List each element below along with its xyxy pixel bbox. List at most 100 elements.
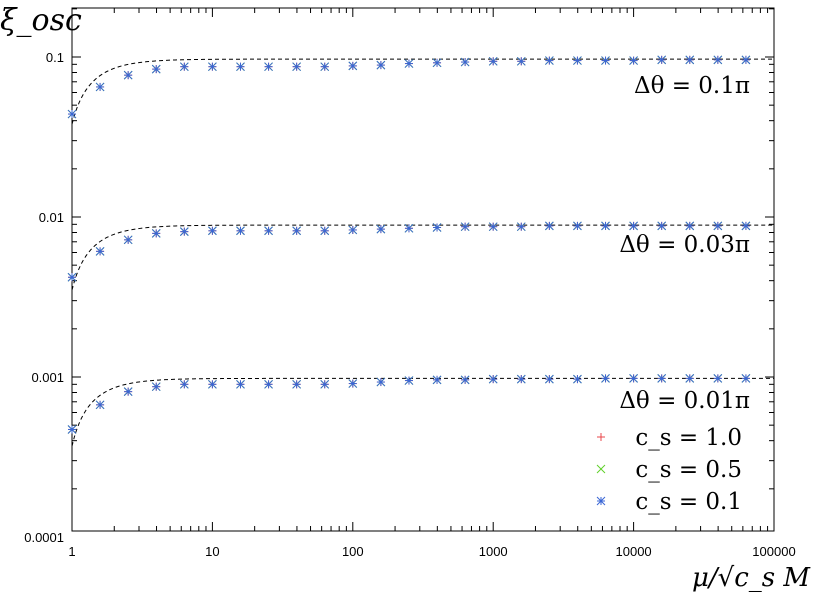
marker-stroke: [376, 377, 386, 387]
marker-stroke: [741, 55, 751, 65]
legend: c_s = 1.0 c_s = 0.5 c_s = 0.1: [596, 425, 742, 515]
y-tick-label: 0.01: [39, 210, 64, 225]
marker-stroke: [601, 56, 610, 65]
data-point: [432, 58, 442, 68]
data-point: [376, 224, 386, 234]
marker-stroke: [123, 387, 133, 396]
data-point: [460, 375, 470, 385]
legend-symbol: [597, 433, 605, 441]
marker-stroke: [713, 374, 723, 383]
data-point: [432, 223, 442, 232]
data-point: [264, 379, 273, 389]
marker-stroke: [596, 464, 606, 474]
marker-stroke: [488, 222, 498, 232]
marker-stroke: [432, 58, 442, 68]
marker-stroke: [404, 223, 414, 233]
data-point: [67, 109, 77, 119]
data-point: [208, 62, 217, 72]
marker-stroke: [657, 221, 667, 231]
data-point: [657, 55, 667, 65]
data-point: [236, 226, 245, 236]
marker-stroke: [685, 55, 695, 65]
data-point: [601, 374, 610, 383]
data-point: [264, 226, 273, 236]
x-tick-label: 100: [342, 544, 364, 559]
data-point: [573, 374, 582, 384]
data-point: [320, 379, 330, 389]
marker-stroke: [95, 400, 105, 410]
data-point: [516, 222, 526, 232]
data-point: [208, 226, 217, 236]
data-point: [432, 375, 442, 385]
data-point: [629, 56, 638, 65]
marker-stroke: [123, 70, 133, 80]
axis-ticks: [71, 8, 775, 531]
marker-stroke: [67, 272, 77, 282]
marker-stroke: [95, 82, 105, 92]
data-point: [179, 379, 189, 389]
annotation-dtheta-0.03pi: Δθ = 0.03π: [619, 232, 750, 258]
legend-label-cs-0.5: c_s = 0.5: [635, 457, 742, 483]
data-point: [545, 221, 554, 231]
marker-stroke: [629, 56, 638, 65]
marker-stroke: [264, 226, 273, 236]
data-point: [95, 82, 105, 92]
legend-label-cs-1.0: c_s = 1.0: [635, 425, 742, 451]
marker-stroke: [741, 221, 751, 231]
data-point: [629, 221, 638, 231]
data-point: [657, 374, 667, 383]
data-point: [741, 374, 751, 383]
marker-stroke: [545, 374, 554, 384]
marker-stroke: [432, 223, 442, 232]
marker-stroke: [236, 226, 245, 236]
marker-stroke: [376, 224, 386, 234]
data-point: [123, 235, 133, 245]
data-point: [404, 376, 414, 385]
data-point: [151, 229, 161, 238]
data-point: [404, 223, 414, 233]
legend-symbol: [596, 496, 606, 506]
data-point: [95, 246, 105, 256]
marker-stroke: [741, 374, 751, 383]
data-point: [236, 379, 245, 389]
marker-stroke: [208, 62, 217, 72]
annotation-dtheta-0.1pi: Δθ = 0.1π: [634, 73, 750, 99]
data-point: [348, 379, 358, 388]
marker-stroke: [657, 374, 667, 383]
marker-stroke: [545, 221, 554, 231]
plot-frame: [71, 7, 775, 532]
data-point: [151, 64, 161, 74]
marker-stroke: [208, 226, 217, 236]
marker-stroke: [573, 56, 582, 65]
data-point: [320, 226, 330, 236]
data-point: [348, 225, 358, 235]
data-point: [67, 272, 77, 282]
marker-stroke: [657, 55, 667, 65]
marker-stroke: [236, 379, 245, 389]
marker-stroke: [573, 374, 582, 384]
data-point: [629, 374, 638, 383]
marker-stroke: [179, 227, 189, 236]
marker-stroke: [236, 62, 245, 72]
x-axis-label: μ/√c_s M: [692, 563, 811, 593]
data-point: [685, 55, 695, 65]
marker-stroke: [348, 225, 358, 235]
data-point: [236, 62, 245, 72]
marker-stroke: [516, 222, 526, 232]
marker-stroke: [573, 221, 582, 231]
marker-stroke: [460, 375, 470, 385]
model-curve: [71, 58, 774, 125]
y-tick-label: 0.001: [31, 370, 64, 385]
x-tick-label: 10000: [616, 544, 652, 559]
data-point: [713, 221, 723, 231]
x-tick-label: 1: [68, 544, 75, 559]
data-point: [573, 221, 582, 231]
data-point: [179, 62, 189, 72]
marker-stroke: [320, 379, 330, 389]
marker-stroke: [348, 61, 358, 71]
marker-stroke: [685, 374, 695, 383]
data-point: [573, 56, 582, 65]
data-point: [685, 221, 695, 231]
data-point: [376, 377, 386, 387]
marker-stroke: [320, 62, 330, 72]
